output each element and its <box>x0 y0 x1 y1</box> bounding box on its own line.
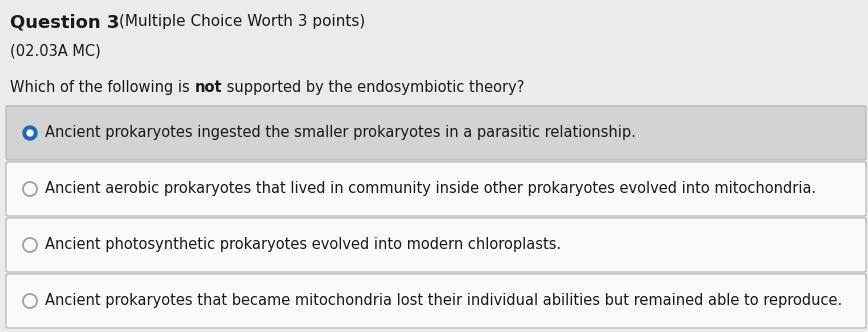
Text: (02.03A MC): (02.03A MC) <box>10 44 101 59</box>
FancyBboxPatch shape <box>6 274 866 328</box>
FancyBboxPatch shape <box>6 106 866 160</box>
Text: not: not <box>194 80 222 95</box>
Text: Ancient photosynthetic prokaryotes evolved into modern chloroplasts.: Ancient photosynthetic prokaryotes evolv… <box>45 237 562 253</box>
Text: supported by the endosymbiotic theory?: supported by the endosymbiotic theory? <box>222 80 524 95</box>
Circle shape <box>27 130 33 136</box>
Text: Ancient prokaryotes ingested the smaller prokaryotes in a parasitic relationship: Ancient prokaryotes ingested the smaller… <box>45 125 636 140</box>
Text: Ancient prokaryotes that became mitochondria lost their individual abilities but: Ancient prokaryotes that became mitochon… <box>45 293 842 308</box>
Text: Question 3: Question 3 <box>10 14 120 32</box>
Circle shape <box>23 126 37 140</box>
FancyBboxPatch shape <box>6 162 866 216</box>
FancyBboxPatch shape <box>6 218 866 272</box>
Text: Ancient aerobic prokaryotes that lived in community inside other prokaryotes evo: Ancient aerobic prokaryotes that lived i… <box>45 182 816 197</box>
Text: (Multiple Choice Worth 3 points): (Multiple Choice Worth 3 points) <box>120 14 365 29</box>
Text: Which of the following is: Which of the following is <box>10 80 194 95</box>
